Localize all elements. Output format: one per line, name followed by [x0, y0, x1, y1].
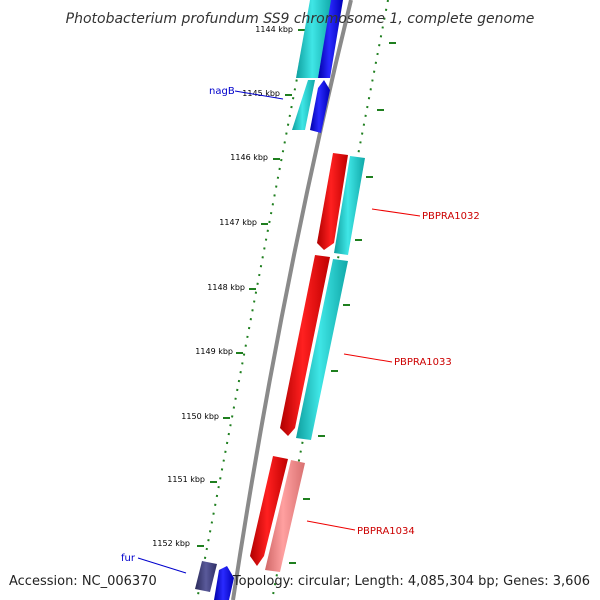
tick-label: 1150 kbp: [181, 412, 219, 421]
leader-line-pbpra1033: [343, 353, 393, 363]
tick-label: 1144 kbp: [255, 25, 293, 34]
cds-red-feature: [280, 255, 330, 436]
tick-label: 1145 kbp: [242, 89, 280, 98]
cds-pink-feature: [265, 460, 305, 572]
tick-label: 1147 kbp: [219, 218, 257, 227]
outer-major-ticks: [289, 42, 396, 564]
gene-label-pbpra1034: PBPRA1034: [357, 526, 415, 537]
tick-label: 1149 kbp: [195, 347, 233, 356]
tick-labels: 1144 kbp 1145 kbp 1146 kbp 1147 kbp 1148…: [152, 25, 293, 548]
cds-red-feature: [250, 456, 288, 566]
cds-cyan-feature: [296, 0, 332, 78]
gene-label-fur: fur: [121, 553, 136, 564]
cds-blue-feature: [318, 0, 343, 78]
gene-label-pbpra1033: PBPRA1033: [394, 357, 452, 368]
cds-cyan-feature: [296, 259, 348, 440]
map-title: Photobacterium profundum SS9 chromosome …: [66, 11, 535, 27]
cds-pbpra1034: [250, 456, 305, 572]
accession-label: Accession: NC_006370: [9, 574, 157, 589]
tick-label: 1152 kbp: [152, 539, 190, 548]
cds-cyan-feature: [292, 80, 315, 130]
tick-label: 1146 kbp: [230, 153, 268, 162]
cds-cyan-feature: [334, 156, 365, 255]
cds-top-group: [292, 0, 343, 133]
cds-pbpra1032: [317, 153, 365, 255]
cds-fur-group: [195, 561, 234, 600]
gene-label-pbpra1032: PBPRA1032: [422, 211, 480, 222]
cds-red-feature: [317, 153, 348, 250]
cds-dark-feature: [195, 561, 217, 592]
gene-label-nagb: nagB: [209, 86, 235, 97]
cds-pbpra1033: [280, 255, 348, 440]
tick-label: 1148 kbp: [207, 283, 245, 292]
inner-major-ticks: [197, 29, 305, 547]
leader-line-nagb: [234, 90, 284, 100]
chromosome-backbone: [231, 0, 353, 600]
cds-blue-feature: [214, 566, 234, 600]
leader-line-pbpra1032: [371, 208, 421, 217]
tick-label: 1151 kbp: [167, 475, 205, 484]
leader-line-pbpra1034: [306, 520, 356, 531]
leader-line-fur: [137, 557, 187, 574]
topology-label: Topology: circular; Length: 4,085,304 bp…: [232, 574, 590, 589]
cds-blue-feature: [310, 80, 330, 133]
